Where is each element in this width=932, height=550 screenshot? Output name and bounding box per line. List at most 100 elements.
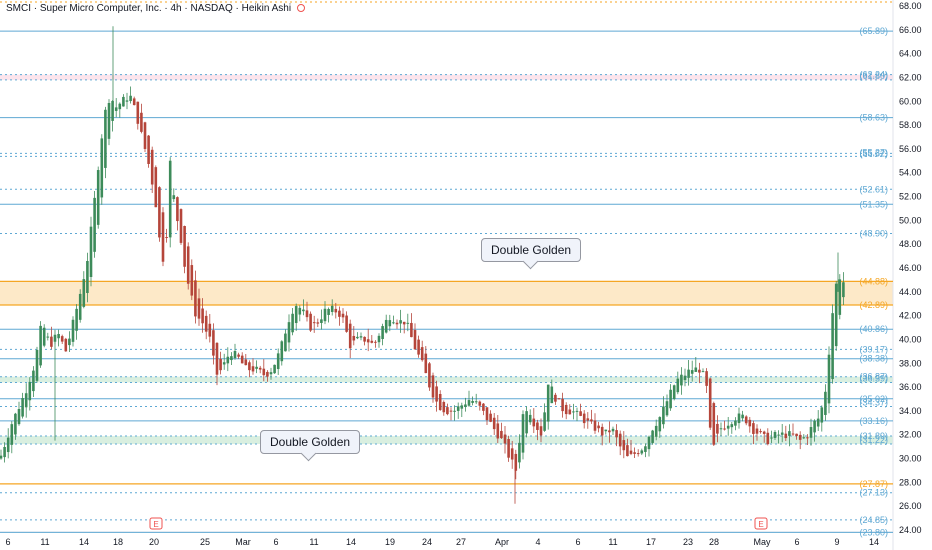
candle-body — [842, 282, 845, 298]
candle-body — [233, 350, 237, 359]
candle-body — [280, 341, 284, 362]
level-label: (39.17) — [859, 344, 888, 354]
candle-body — [672, 385, 676, 400]
candle-body — [708, 378, 712, 428]
candle-body — [406, 322, 410, 324]
candle-body — [507, 439, 510, 458]
x-tick-label: 9 — [834, 537, 839, 547]
y-tick-label: 44.00 — [899, 287, 922, 297]
candle-body — [330, 305, 334, 312]
candle-body — [759, 431, 762, 433]
candle-body — [435, 386, 438, 402]
candle-body — [276, 353, 280, 370]
candle-body — [158, 187, 161, 238]
candle-body — [464, 404, 467, 408]
candle-body — [129, 95, 132, 102]
earnings-marker-icon[interactable] — [754, 517, 768, 530]
candle-body — [219, 358, 222, 371]
candle-body — [485, 407, 489, 421]
candle-body — [438, 393, 442, 411]
level-label: (55.62) — [859, 148, 888, 158]
candle-body — [611, 428, 615, 432]
y-tick-label: 60.00 — [899, 96, 922, 106]
level-label: (36.39) — [859, 373, 888, 383]
candle-body — [626, 445, 629, 457]
candle-body — [730, 424, 734, 428]
level-label: (51.35) — [859, 199, 888, 209]
candle-body — [273, 364, 276, 374]
candle-body — [712, 403, 716, 445]
candle-body — [60, 336, 64, 342]
candle-body — [226, 356, 230, 364]
y-tick-label: 46.00 — [899, 263, 922, 273]
candle-body — [10, 424, 14, 445]
candle-body — [86, 260, 89, 294]
candle-body — [716, 423, 719, 434]
candle-body — [6, 437, 10, 453]
candle-body — [327, 308, 330, 315]
x-tick-label: 11 — [40, 537, 49, 547]
candle-body — [813, 420, 816, 433]
candle-body — [597, 425, 600, 429]
level-label: (62.24) — [859, 70, 888, 80]
candle-body — [172, 195, 176, 200]
candle-body — [165, 237, 168, 239]
level-label: (31.22) — [859, 435, 888, 445]
candle-body — [413, 330, 417, 350]
price-zone — [0, 281, 893, 306]
candle-body — [795, 433, 798, 437]
y-tick-label: 42.00 — [899, 311, 922, 321]
candle-body — [24, 393, 28, 408]
x-tick-label: 11 — [309, 537, 318, 547]
x-tick-label: 18 — [113, 537, 123, 547]
candle-body — [374, 341, 377, 343]
candle-body — [500, 430, 503, 439]
candle-body — [46, 336, 50, 338]
earnings-marker-icon[interactable] — [149, 517, 163, 530]
x-tick-label: 14 — [346, 537, 356, 547]
candle-body — [298, 307, 302, 315]
level-label: (27.13) — [859, 488, 888, 498]
candle-body — [622, 440, 626, 451]
candle-body — [698, 369, 701, 373]
level-label: (55.37) — [859, 147, 888, 157]
level-label: (61.80) — [859, 71, 888, 81]
candle-body — [28, 381, 32, 401]
x-tick-label: 17 — [646, 537, 656, 547]
x-tick-label: 11 — [608, 537, 617, 547]
y-tick-label: 48.00 — [899, 239, 922, 249]
candle-body — [388, 320, 392, 327]
candle-body — [590, 419, 593, 422]
candle-body — [197, 298, 201, 319]
candle-body — [694, 367, 698, 372]
candle-body — [831, 313, 834, 380]
candle-body — [561, 398, 564, 412]
candle-body — [514, 453, 518, 471]
candle-body — [802, 437, 806, 439]
candle-body — [71, 319, 75, 342]
x-tick-label: 25 — [200, 537, 210, 547]
candle-body — [402, 321, 406, 325]
candle-body — [75, 308, 78, 331]
candle-body — [42, 327, 46, 346]
candle-body — [791, 433, 795, 435]
candle-body — [96, 170, 100, 225]
candle-body — [363, 336, 366, 342]
annotation-callout[interactable]: Double Golden — [260, 430, 361, 462]
candle-body — [579, 411, 582, 416]
candle-body — [600, 426, 604, 436]
y-tick-label: 32.00 — [899, 430, 922, 440]
annotation-callout[interactable]: Double Golden — [481, 238, 582, 270]
candle-body — [525, 411, 528, 434]
level-label: (44.88) — [859, 276, 888, 286]
candle-body — [132, 98, 136, 106]
candle-body — [482, 403, 485, 411]
candle-body — [827, 354, 831, 404]
level-label: (48.90) — [859, 228, 888, 238]
candle-body — [572, 411, 575, 413]
level-label: (38.38) — [859, 354, 888, 364]
candle-body — [809, 427, 813, 438]
candle-body — [629, 450, 633, 454]
y-tick-label: 56.00 — [899, 144, 922, 154]
